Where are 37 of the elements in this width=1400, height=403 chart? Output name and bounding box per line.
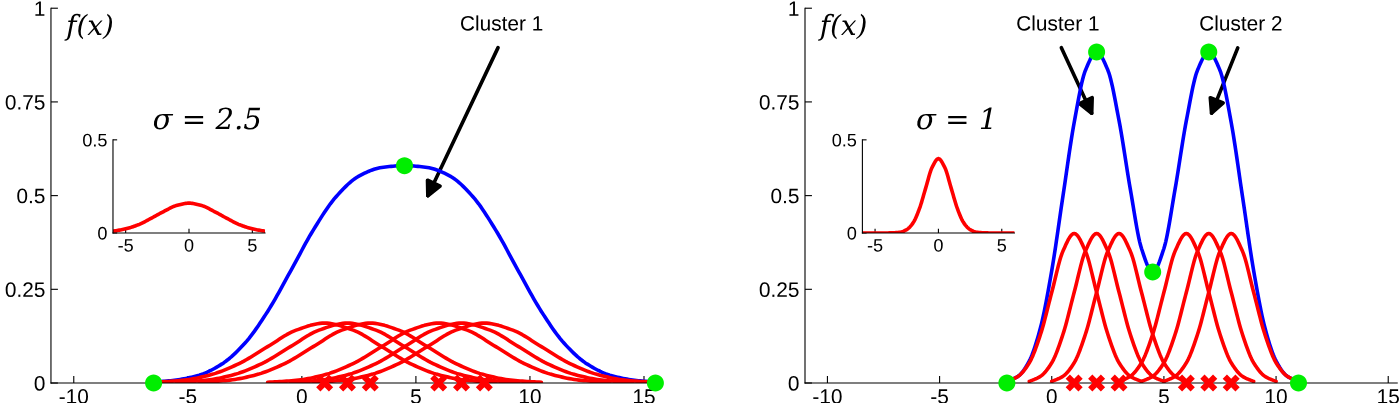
x-tick-label: 5 [410, 389, 421, 403]
y-tick-label: 0.25 [759, 282, 799, 298]
x-tick-label: 5 [997, 239, 1007, 252]
x-tick-label: 15 [1378, 389, 1399, 403]
chart-title: σ = 1 [917, 107, 992, 130]
x-tick-label: 5 [248, 239, 257, 252]
x-tick-label: 15 [634, 389, 655, 403]
y-tick-label: 1 [35, 1, 45, 16]
x-tick-label: -10 [813, 389, 842, 403]
x-tick-label: -5 [931, 389, 948, 403]
y-tick-label: 0.75 [759, 94, 799, 110]
y-tick-label: 0.5 [832, 133, 857, 147]
x-tick-label: -5 [118, 239, 133, 252]
y-tick-label: 0.5 [17, 188, 45, 204]
x-tick-label: 5 [1158, 389, 1169, 403]
y-tick-label: 0.5 [83, 133, 107, 147]
x-tick-label: -5 [867, 239, 883, 252]
x-tick-label: -10 [59, 389, 89, 403]
x-tick-label: 10 [519, 389, 541, 403]
y-axis-title: f(x) [64, 13, 113, 41]
y-tick-label: 0.75 [5, 94, 45, 110]
x-tick-label: 0 [296, 389, 307, 403]
x-tick-label: 10 [1266, 389, 1287, 403]
annotation: Cluster 2 [1200, 15, 1282, 31]
y-axis-title: f(x) [818, 13, 866, 41]
y-tick-label: 0 [788, 376, 799, 391]
chart-title: σ = 2.5 [153, 107, 261, 130]
y-tick-label: 0 [34, 376, 45, 391]
x-tick-label: 0 [1046, 389, 1057, 403]
x-tick-label: 0 [184, 238, 194, 252]
annotation: Cluster 1 [461, 15, 543, 31]
y-tick-label: 0.25 [5, 282, 45, 298]
annotation: Cluster 1 [1017, 15, 1099, 31]
y-tick-label: 1 [789, 1, 799, 16]
y-tick-label: 0.5 [771, 188, 799, 204]
x-tick-label: -5 [179, 389, 197, 403]
x-tick-label: 0 [934, 238, 943, 252]
